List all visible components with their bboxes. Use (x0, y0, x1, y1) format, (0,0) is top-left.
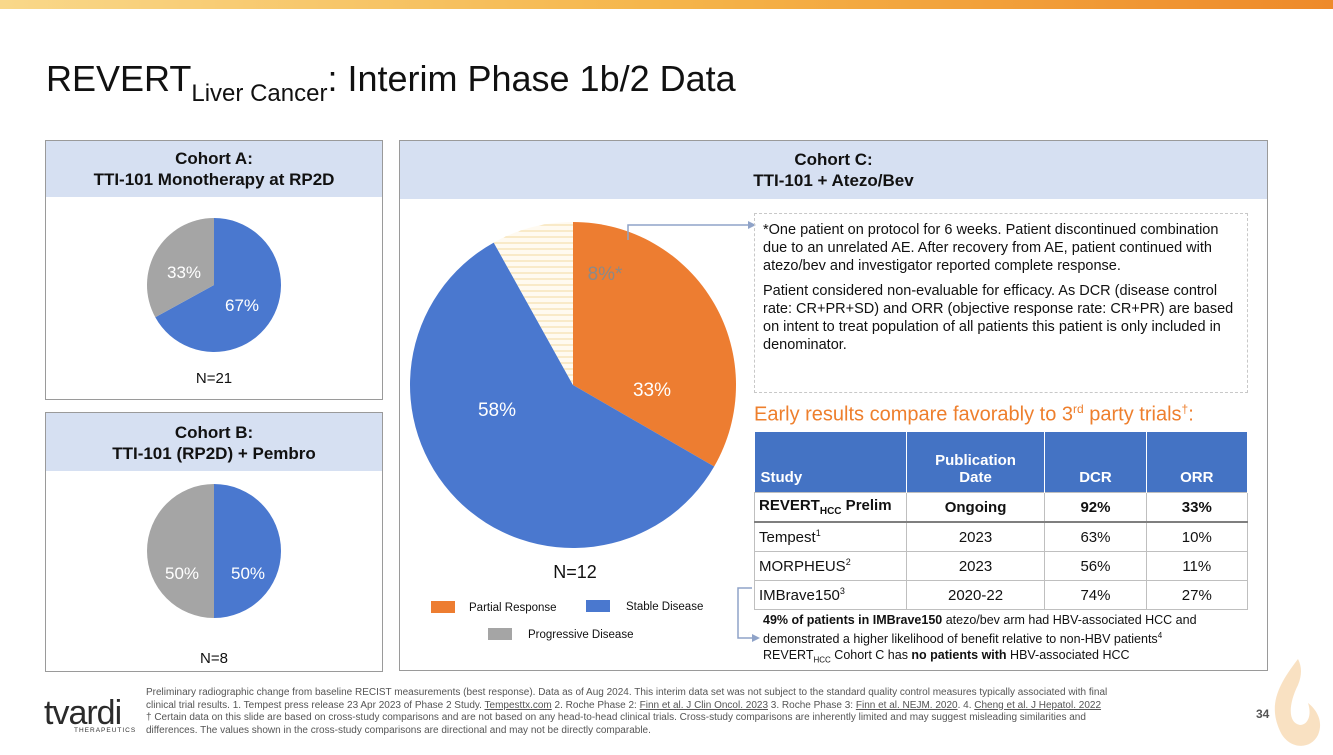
footnote-line-1: Preliminary radiographic change from bas… (146, 687, 1108, 698)
footnote-line-3: † Certain data on this slide are based o… (146, 712, 1086, 723)
cell-dcr: 63% (1044, 521, 1147, 552)
legend-partial-swatch (431, 601, 455, 613)
cohort-c-pie: 33% 58% 8%* (410, 222, 736, 548)
pieC-slice-2 (493, 222, 573, 385)
cell-study: Tempest1 (754, 521, 907, 552)
cohort-a-header: Cohort A: TTI-101 Monotherapy at RP2D (46, 141, 382, 197)
cohort-b-title-line1: Cohort B: (174, 423, 254, 442)
legend-partial: Partial Response (431, 601, 557, 614)
cell-dcr: 56% (1044, 551, 1147, 581)
cell-study: MORPHEUS2 (754, 551, 907, 581)
table-row: IMBrave1503 2020-22 74% 27% (754, 580, 1249, 610)
cell-date: 2020-22 (905, 580, 1046, 610)
cohort-c-n: N=12 (553, 562, 597, 582)
cohort-b-pie-slices (147, 484, 281, 618)
cohort-a-label-33: 33% (167, 263, 201, 282)
table-header-row: Study Publication Date DCR ORR (754, 432, 1249, 493)
cohort-b-pie: 50% 50% (147, 484, 281, 618)
page-title: REVERTLiver Cancer: Interim Phase 1b/2 D… (46, 58, 736, 107)
legend-progressive: Progressive Disease (488, 628, 633, 641)
ref-link-tempest[interactable]: Tempesttx.com (484, 699, 552, 711)
footnote-line-2: clinical trial results. 1. Tempest press… (146, 699, 1102, 711)
cohort-a-title-line2: TTI-101 Monotherapy at RP2D (93, 170, 335, 189)
cohort-b-panel: Cohort B: TTI-101 (RP2D) + Pembro 50% 50… (45, 412, 383, 672)
cohort-c-label-8: 8%* (588, 264, 623, 285)
cohort-c-title-line1: Cohort C: (794, 150, 873, 169)
col-study: Study (754, 432, 907, 493)
cell-study: IMBrave1503 (754, 580, 907, 610)
footnote-text: Preliminary radiographic change from bas… (146, 687, 1236, 737)
cohort-a-title-line1: Cohort A: (175, 149, 253, 168)
cohort-c-pie-slices (410, 222, 736, 548)
cell-orr: 11% (1145, 551, 1249, 581)
hbv-note: 49% of patients in IMBrave150 atezo/bev … (763, 613, 1197, 665)
note-paragraph-2: Patient considered non-evaluable for eff… (763, 283, 1234, 353)
pieB-slice-1 (147, 484, 214, 618)
pieA-slice-1 (146, 218, 214, 318)
cohort-a-pie: 67% 33% (146, 218, 281, 352)
ref-link-finn-2023[interactable]: Finn et al. J Clin Oncol. 2023 (639, 699, 769, 711)
cohort-a-n: N=21 (195, 370, 233, 387)
comparison-table: Study Publication Date DCR ORR REVERTHCC … (754, 432, 1249, 610)
footnote-box: *One patient on protocol for 6 weeks. Pa… (754, 213, 1248, 393)
table-row: MORPHEUS2 2023 56% 11% (754, 551, 1249, 581)
cohort-b-label-right: 50% (231, 564, 265, 583)
pieA-slice-0 (155, 218, 281, 352)
cohort-c-header: Cohort C: TTI-101 + Atezo/Bev (400, 141, 1267, 199)
cohort-b-title-line2: TTI-101 (RP2D) + Pembro (112, 444, 316, 463)
footnote-line-4: differences. The values shown in the cro… (146, 724, 651, 736)
cell-dcr: 92% (1044, 492, 1147, 523)
pieC-slice-0 (573, 222, 736, 467)
col-orr: ORR (1146, 432, 1249, 493)
note-paragraph-1: *One patient on protocol for 6 weeks. Pa… (763, 222, 1219, 274)
cohort-a-panel: Cohort A: TTI-101 Monotherapy at RP2D 67… (45, 140, 383, 400)
company-logo-subtitle: THERAPEUTICS (74, 727, 137, 734)
cohort-b-n: N=8 (200, 650, 228, 667)
cell-date: 2023 (905, 521, 1046, 552)
cohort-c-title-line2: TTI-101 + Atezo/Bev (753, 171, 914, 190)
cell-orr: 10% (1145, 521, 1249, 552)
cell-dcr: 74% (1044, 580, 1147, 610)
pieB-slice-0 (214, 484, 281, 618)
cell-orr: 33% (1145, 492, 1249, 523)
cell-orr: 27% (1145, 580, 1249, 610)
cohort-b-header: Cohort B: TTI-101 (RP2D) + Pembro (46, 413, 382, 471)
cohort-c-label-58: 58% (478, 400, 516, 421)
cohort-b-label-left: 50% (165, 564, 199, 583)
cohort-c-label-33: 33% (633, 380, 671, 401)
comparison-heading: Early results compare favorably to 3rd p… (754, 402, 1194, 426)
legend-stable-swatch (586, 600, 610, 612)
top-accent-bar (0, 0, 1333, 9)
page-number: 34 (1256, 707, 1270, 721)
ref-link-finn-2020[interactable]: Finn et al. NEJM. 2020 (855, 699, 958, 711)
ref-link-cheng-2022[interactable]: Cheng et al. J Hepatol. 2022 (974, 699, 1102, 711)
company-logo: tvardi (44, 694, 122, 732)
col-dcr: DCR (1044, 432, 1147, 493)
table-row: Tempest1 2023 63% 10% (754, 521, 1249, 552)
cell-date: Ongoing (905, 492, 1046, 523)
legend-stable: Stable Disease (586, 600, 703, 613)
cell-study: REVERTHCC Prelim (754, 492, 907, 523)
cohort-a-label-67: 67% (225, 296, 259, 315)
col-publication-date: Publication Date (906, 432, 1046, 493)
cohort-a-pie-slices (146, 218, 281, 352)
cell-date: 2023 (905, 551, 1046, 581)
table-row: REVERTHCC Prelim Ongoing 92% 33% (754, 492, 1249, 523)
pieC-slice-1 (410, 242, 715, 548)
flame-decoration (1274, 659, 1321, 746)
legend-progressive-swatch (488, 628, 512, 640)
